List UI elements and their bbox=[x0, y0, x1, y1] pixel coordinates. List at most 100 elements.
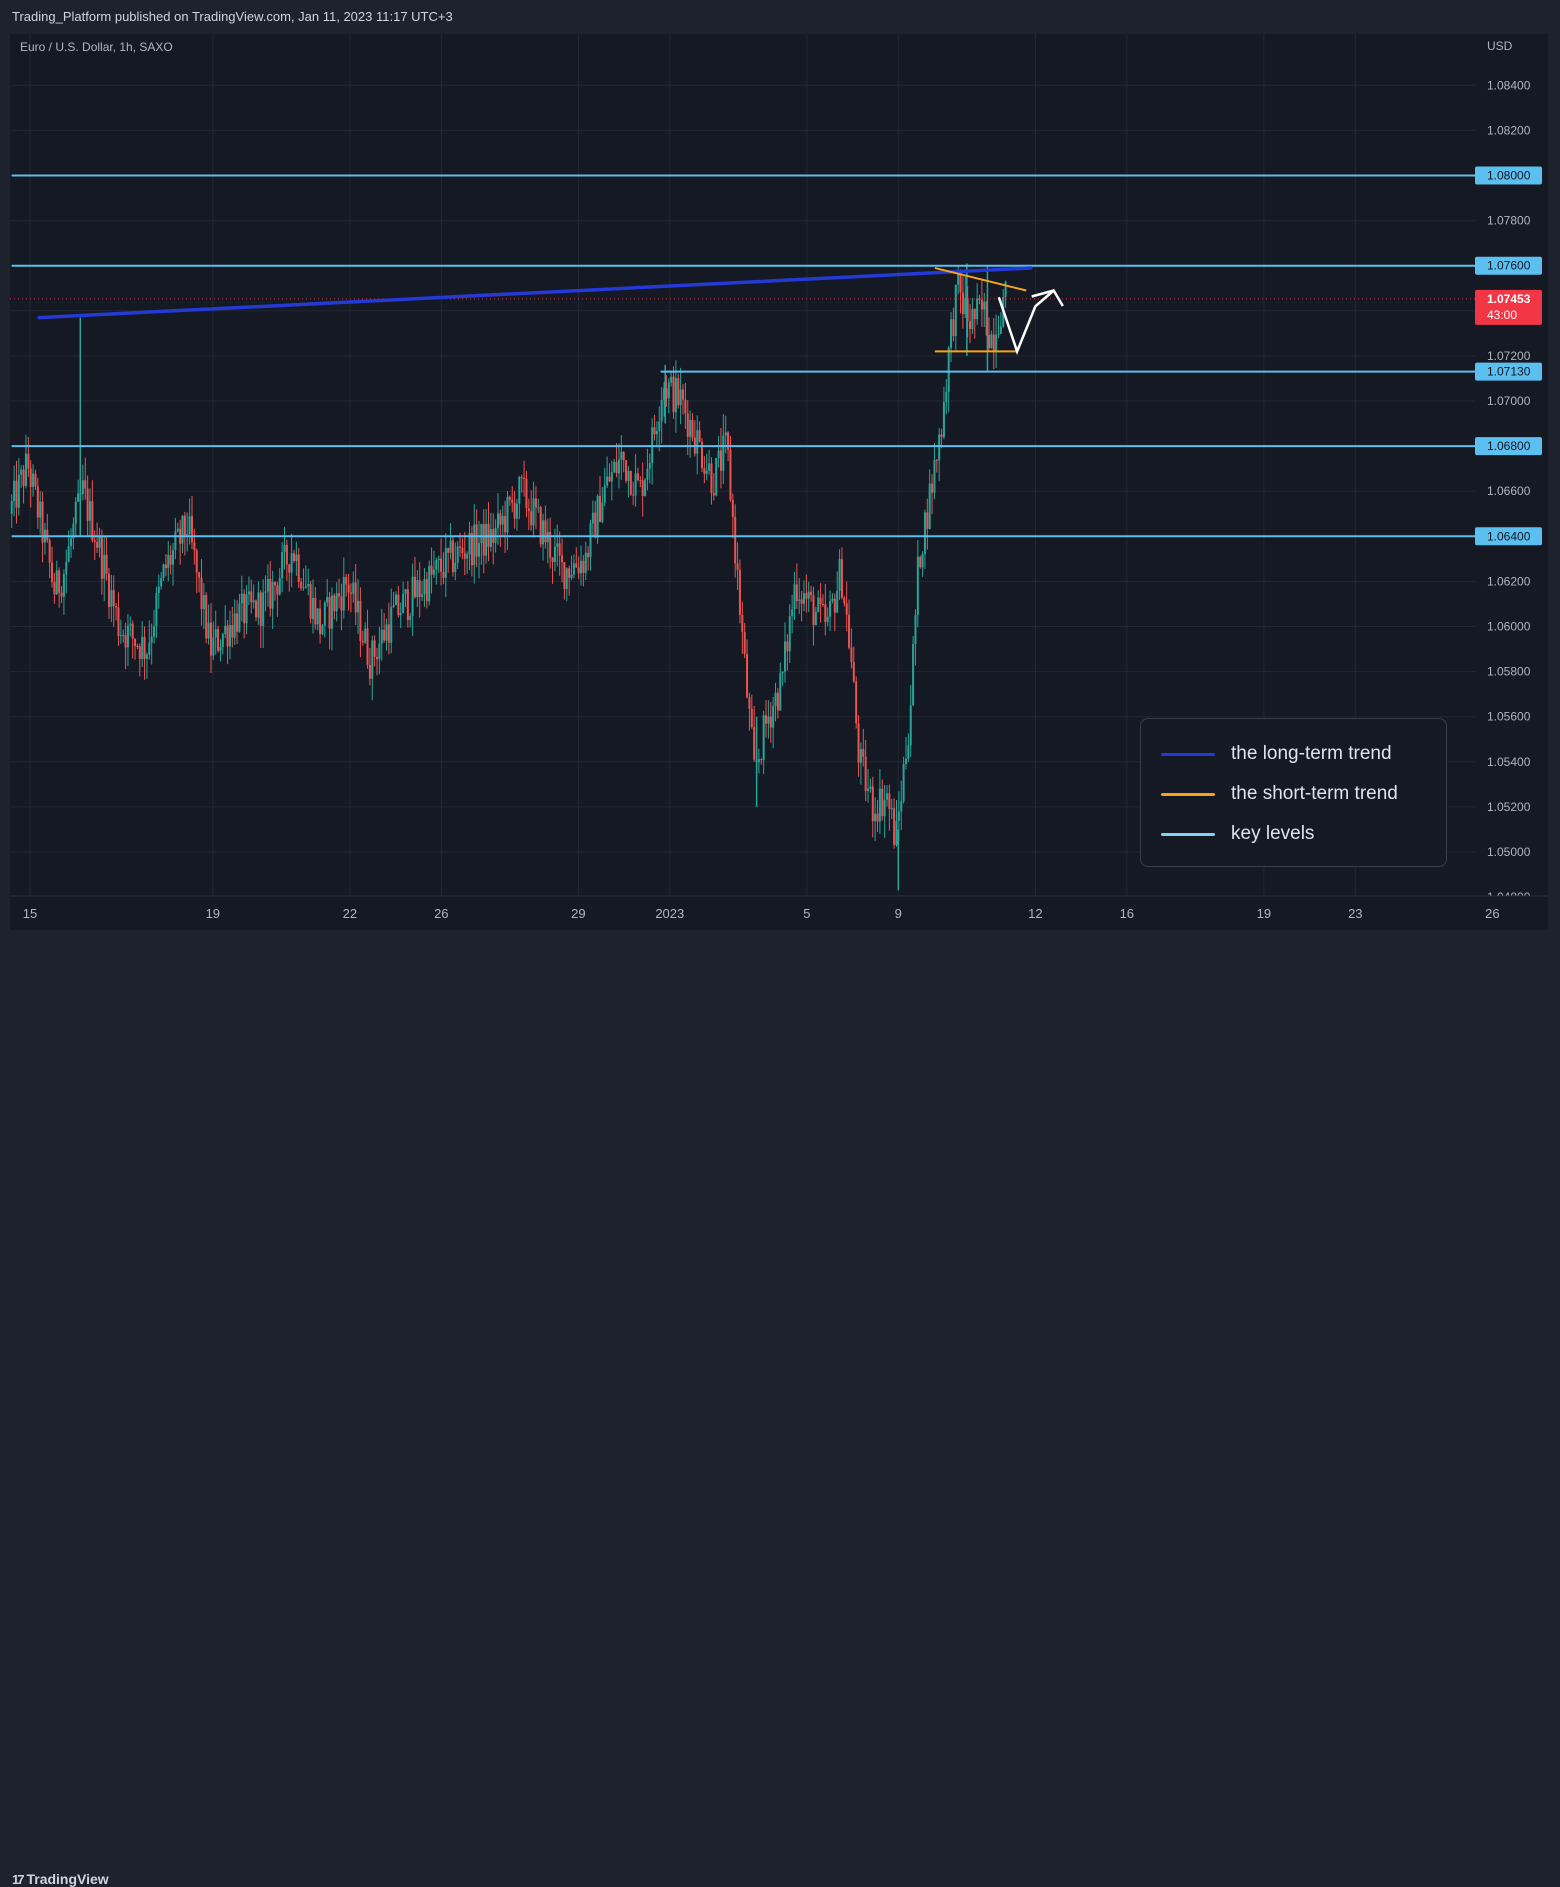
candle-body bbox=[60, 592, 63, 597]
candle-body bbox=[475, 524, 478, 557]
candle-body bbox=[689, 419, 692, 437]
candle-body bbox=[466, 554, 469, 559]
candle-body bbox=[549, 531, 552, 558]
candle-body bbox=[96, 541, 99, 548]
candle-body bbox=[29, 468, 32, 487]
candle-body bbox=[437, 558, 440, 561]
candle-body bbox=[418, 580, 421, 597]
candle-body bbox=[153, 626, 156, 637]
candle-body bbox=[508, 496, 511, 500]
candle-body bbox=[603, 485, 606, 503]
time-tick-label: 12 bbox=[1028, 906, 1042, 921]
candle-body bbox=[582, 560, 585, 573]
candle-body bbox=[247, 591, 250, 595]
time-tick-label: 26 bbox=[1485, 906, 1499, 921]
time-tick-label: 29 bbox=[571, 906, 585, 921]
candle-body bbox=[814, 611, 817, 626]
candle-body bbox=[228, 625, 231, 647]
candle-body bbox=[819, 597, 822, 605]
candle-body bbox=[373, 640, 376, 657]
legend-swatch-short-term bbox=[1161, 792, 1215, 796]
candle-body bbox=[190, 516, 193, 543]
candle-body bbox=[928, 483, 931, 530]
candle-body bbox=[617, 459, 620, 474]
candle-body bbox=[719, 450, 722, 471]
candle-body bbox=[931, 483, 934, 493]
candle-body bbox=[556, 543, 559, 547]
candle-body bbox=[335, 593, 338, 612]
candle-body bbox=[772, 706, 775, 728]
price-chart[interactable]: USD 1.08400 1.08200 1.07800 1.07200 1.07000 1.… bbox=[0, 0, 1560, 970]
candle-body bbox=[10, 501, 13, 514]
candle-body bbox=[100, 536, 103, 579]
candle-body bbox=[615, 462, 618, 474]
candle-body bbox=[568, 568, 571, 578]
time-tick-label: 2023 bbox=[655, 906, 684, 921]
footer: 17 TradingView bbox=[0, 930, 1560, 1887]
candle-body bbox=[598, 495, 601, 522]
candle-body bbox=[371, 640, 374, 679]
candle-body bbox=[888, 793, 891, 810]
candle-body bbox=[658, 421, 661, 432]
candle-body bbox=[565, 568, 568, 589]
candle-body bbox=[162, 564, 165, 579]
candle-body bbox=[625, 460, 628, 481]
candle-body bbox=[489, 529, 492, 547]
candle-body bbox=[262, 592, 265, 626]
candle-body bbox=[110, 590, 113, 607]
candle-body bbox=[295, 554, 298, 561]
candle-body bbox=[93, 540, 96, 542]
candle-body bbox=[563, 562, 566, 589]
candle-body bbox=[902, 764, 905, 802]
candle-body bbox=[17, 474, 20, 508]
candle-body bbox=[857, 723, 860, 763]
candle-body bbox=[13, 480, 16, 502]
candle-body bbox=[36, 486, 39, 518]
current-price-tag bbox=[1475, 289, 1542, 325]
candle-body bbox=[392, 605, 395, 607]
tradingview-logo[interactable]: 17 TradingView bbox=[12, 1871, 109, 1887]
candle-body bbox=[150, 636, 153, 643]
candle-body bbox=[890, 808, 893, 810]
candle-body bbox=[24, 453, 27, 486]
candle-body bbox=[164, 564, 167, 569]
candle-body bbox=[409, 615, 412, 621]
candle-body bbox=[708, 463, 711, 471]
current-price-label: 1.07453 bbox=[1487, 292, 1531, 306]
time-tick-label: 15 bbox=[23, 906, 37, 921]
candle-body bbox=[985, 301, 988, 335]
candle-body bbox=[266, 578, 269, 592]
candle-body bbox=[342, 577, 345, 611]
candle-body bbox=[470, 532, 473, 566]
candle-body bbox=[520, 477, 523, 479]
candle-body bbox=[966, 297, 969, 322]
candle-body bbox=[169, 555, 172, 565]
candle-body bbox=[473, 524, 476, 566]
candle-body bbox=[136, 645, 139, 647]
candle-body bbox=[622, 451, 625, 461]
candle-body bbox=[124, 634, 127, 648]
candle-body bbox=[380, 629, 383, 644]
candle-body bbox=[506, 496, 509, 533]
candle-body bbox=[999, 326, 1002, 334]
projection-arrowhead bbox=[1031, 289, 1064, 307]
candle-body bbox=[129, 623, 132, 626]
candle-body bbox=[330, 595, 333, 629]
candle-body bbox=[923, 512, 926, 554]
candle-body bbox=[591, 512, 594, 524]
candle-body bbox=[316, 608, 319, 625]
candle-body bbox=[636, 473, 639, 481]
candle-body bbox=[145, 654, 148, 659]
candle-body bbox=[587, 552, 590, 558]
candle-body bbox=[753, 727, 756, 760]
candle-body bbox=[255, 600, 258, 618]
candle-body bbox=[812, 595, 815, 626]
candle-body bbox=[219, 647, 222, 651]
candle-body bbox=[86, 488, 89, 521]
candle-body bbox=[833, 598, 836, 613]
candle-body bbox=[746, 653, 749, 698]
candle-body bbox=[252, 600, 255, 603]
candle-body bbox=[236, 613, 239, 632]
candle-body bbox=[921, 553, 924, 568]
candle-body bbox=[793, 584, 796, 610]
